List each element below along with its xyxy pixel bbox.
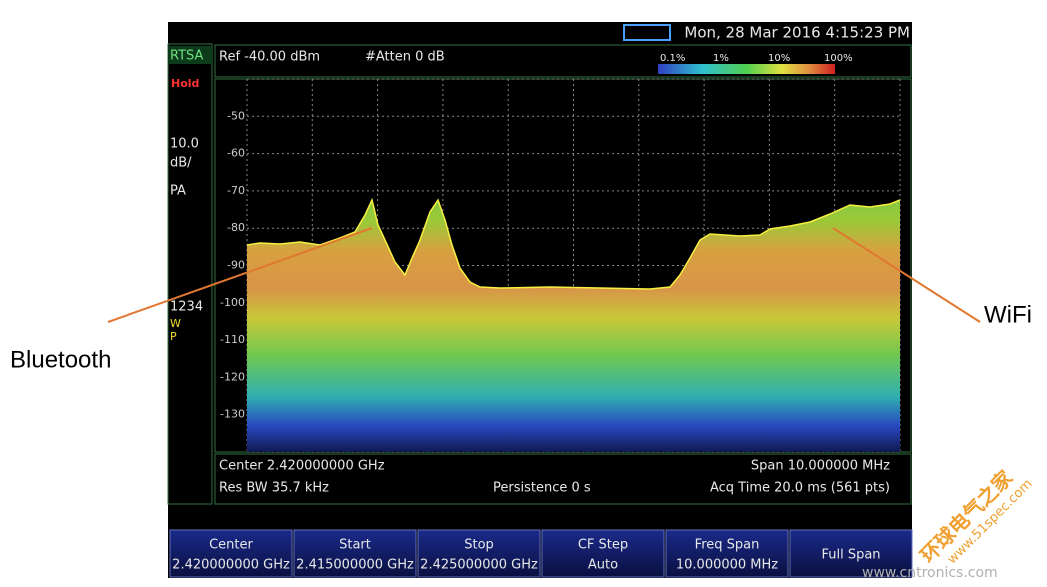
softkey-label: Freq Span [695,538,760,553]
scale: 10.0 [170,137,199,152]
softkey-value: 2.415000000 GHz [296,558,414,573]
softkey-label: Stop [464,538,494,553]
wifi-label: WiFi [984,301,1032,328]
ref-level: Ref -40.00 dBm [219,50,320,65]
y-tick-label: -60 [227,147,245,160]
header-box [214,44,912,78]
datetime: Mon, 28 Mar 2016 4:15:23 PM [684,24,910,42]
attenuation: #Atten 0 dB [365,50,445,65]
scale-label: 1% [713,53,729,64]
y-tick-label: -80 [227,221,245,234]
trace-w: W [170,317,181,330]
softkey-value: 2.425000000 GHz [420,558,538,573]
mode: RTSA [170,49,204,64]
scale-label: 100% [824,53,853,64]
softkey-value: 10.000000 MHz [676,558,778,573]
softkey-value: Auto [588,558,618,573]
hold: Hold [171,77,199,90]
mode-box [168,46,212,64]
scale-unit: dB/ [170,156,192,171]
softkey[interactable] [417,529,541,578]
softkey-label: Center [209,538,253,553]
y-tick-label: -50 [227,109,245,122]
persistence: Persistence 0 s [493,481,591,496]
preamp: PA [170,184,186,199]
softkey-value: 2.420000000 GHz [172,558,290,573]
y-tick-label: -90 [227,259,245,272]
battery-icon [623,24,671,41]
side-panel [167,43,213,505]
bluetooth-arrow [107,227,373,323]
y-tick-label: -100 [220,296,245,309]
softkey-label: Start [339,538,371,553]
y-tick-label: -120 [220,370,245,383]
watermark: www.cntronics.com [862,565,998,581]
softkey[interactable] [293,529,417,578]
softkey-label: CF Step [578,538,628,553]
scale-label: 0.1% [660,53,685,64]
wifi-arrow [832,227,981,323]
footer-box [214,453,912,505]
bluetooth-label: Bluetooth [10,346,111,373]
max-hold-trace [246,197,901,290]
acq-time: Acq Time 20.0 ms (561 pts) [710,481,890,496]
y-tick-label: -70 [227,184,245,197]
y-tick-label: -110 [220,333,245,346]
softkey[interactable] [541,529,665,578]
trace-p: P [170,330,177,343]
softkey[interactable] [169,529,293,578]
res-bw: Res BW 35.7 kHz [219,481,329,496]
softkey[interactable] [789,529,913,578]
traces: 1234 [170,300,203,315]
span: Span 10.000000 MHz [751,459,890,474]
softkey-label: Full Span [821,548,880,563]
softkey[interactable] [665,529,789,578]
y-tick-label: -130 [220,408,245,421]
persistence-scale [658,64,835,74]
center-freq: Center 2.420000000 GHz [219,459,385,474]
scale-label: 10% [768,53,790,64]
